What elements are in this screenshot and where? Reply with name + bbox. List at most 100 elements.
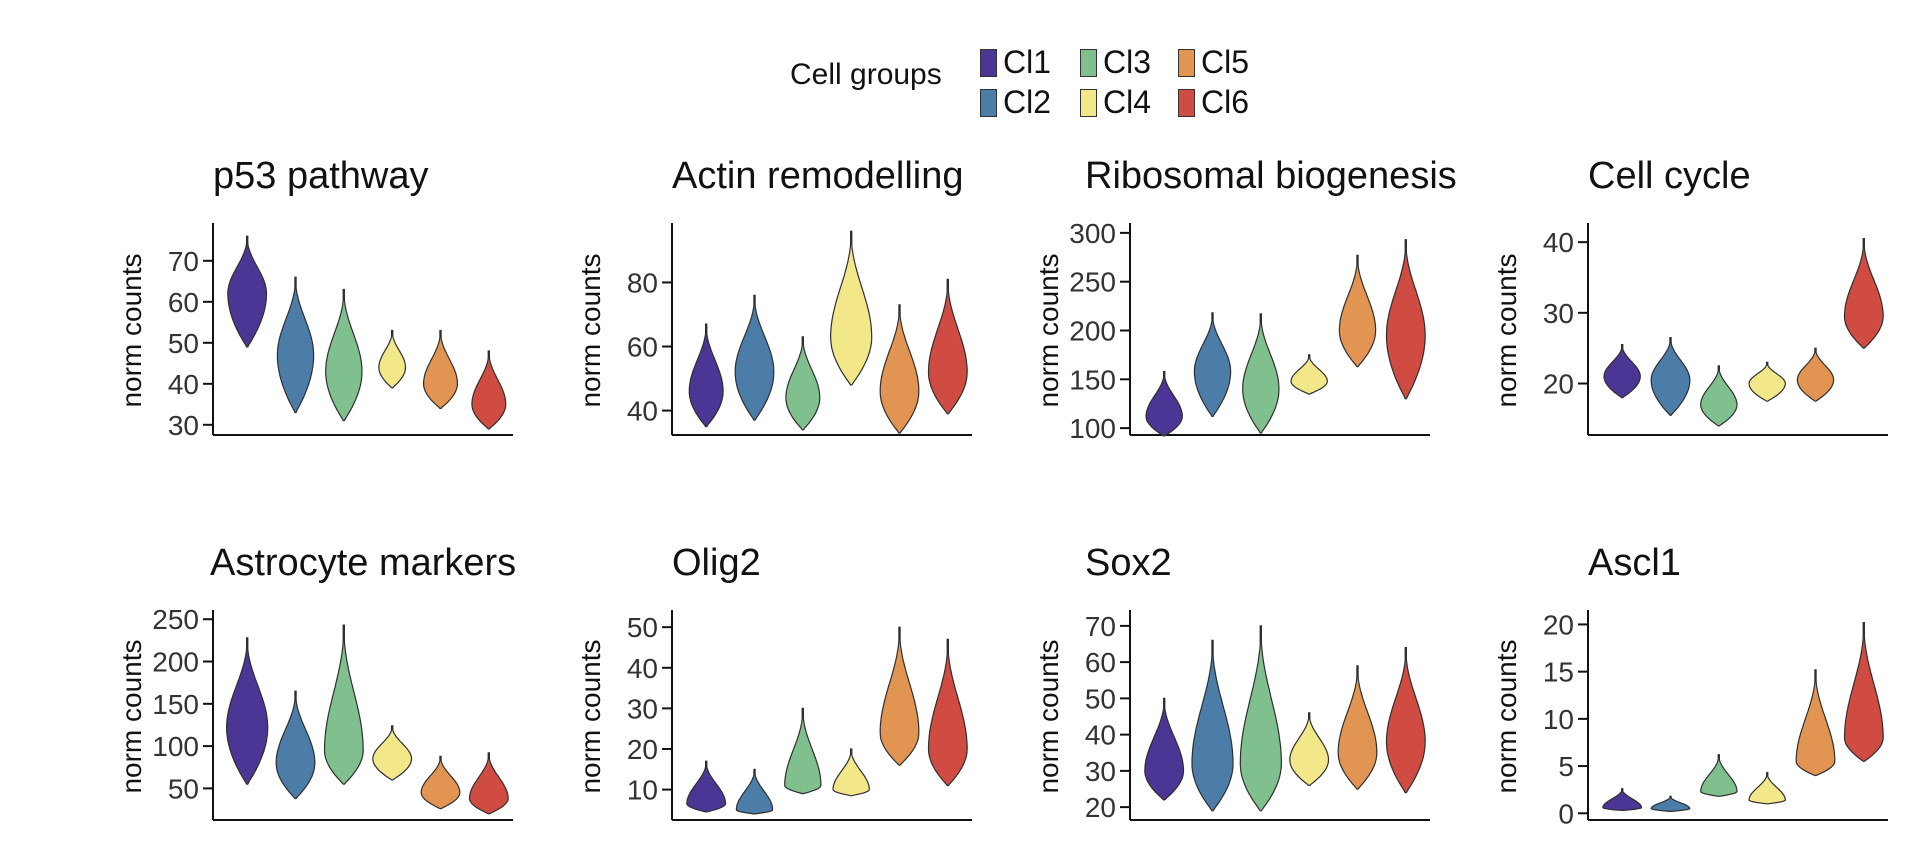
- y-tick-label: 30: [627, 693, 658, 724]
- y-tick-label: 250: [1069, 267, 1116, 298]
- violin-panel: Sox2 20 30 40 50 60 70 norm counts: [1033, 542, 1430, 823]
- violin-cl5: [879, 304, 920, 434]
- violin-panel: Actin remodelling 40 60 80 norm counts: [575, 155, 972, 436]
- legend: Cell groups Cl1 Cl2 Cl3 Cl4 Cl5 Cl6: [790, 40, 1270, 120]
- legend-swatch: [1178, 48, 1195, 77]
- violin-panel: p53 pathway 30 40 50 60 70 norm counts: [116, 155, 513, 441]
- violin-panel: Ascl1 0 5 10 15 20 norm counts: [1491, 542, 1888, 829]
- y-tick-label: 50: [627, 612, 658, 643]
- y-tick-label: 40: [1543, 227, 1574, 258]
- violin-cl1: [686, 760, 727, 813]
- y-tick-label: 200: [152, 647, 199, 678]
- violin-cl6: [471, 350, 507, 430]
- panel-title: Ascl1: [1588, 542, 1681, 584]
- y-tick-label: 10: [627, 775, 658, 806]
- violin-cl5: [423, 329, 458, 409]
- y-axis-label: norm counts: [116, 639, 147, 793]
- y-tick-label: 150: [152, 689, 199, 720]
- legend-label: Cl4: [1103, 84, 1152, 120]
- violin-cl6: [1843, 622, 1884, 762]
- violin-cl5: [1338, 254, 1377, 368]
- legend-swatch: [1080, 88, 1097, 117]
- y-tick-label: 0: [1558, 798, 1574, 829]
- violin-cl2: [1650, 795, 1691, 812]
- violin-cl2: [1193, 312, 1232, 417]
- violin-cl3: [784, 707, 822, 795]
- violin-cl3: [325, 288, 363, 422]
- y-tick-label: 15: [1543, 657, 1574, 688]
- violin-cl5: [1795, 669, 1836, 777]
- legend-item-cl5: Cl5: [1178, 44, 1249, 81]
- y-axis-label: norm counts: [1033, 639, 1064, 793]
- y-tick-label: 30: [168, 410, 199, 441]
- y-tick-label: 20: [1543, 369, 1574, 400]
- y-tick-label: 30: [1085, 756, 1116, 787]
- y-tick-label: 30: [1543, 298, 1574, 329]
- violin-cl4: [829, 230, 873, 386]
- y-axis-label: norm counts: [1491, 253, 1522, 407]
- y-tick-label: 80: [627, 267, 658, 298]
- violin-cl6: [927, 638, 968, 787]
- legend-item-cl4: Cl4: [1080, 84, 1151, 121]
- violin-cl1: [226, 637, 269, 785]
- panel-title: Sox2: [1085, 542, 1172, 584]
- violin-cl1: [1602, 788, 1643, 811]
- legend-label: Cl1: [1003, 44, 1052, 80]
- y-tick-label: 20: [1543, 609, 1574, 640]
- violin-cl2: [735, 768, 774, 815]
- violin-cl3: [1242, 313, 1280, 434]
- y-tick-label: 40: [1085, 720, 1116, 751]
- violin-cl2: [1191, 639, 1234, 812]
- y-tick-label: 60: [627, 332, 658, 363]
- legend-label: Cl3: [1103, 44, 1152, 80]
- violin-cl3: [785, 336, 821, 431]
- legend-label: Cl5: [1201, 44, 1250, 80]
- legend-label: Cl2: [1003, 84, 1052, 120]
- legend-item-cl3: Cl3: [1080, 44, 1151, 81]
- violin-cl6: [1385, 647, 1426, 794]
- y-tick-label: 100: [1069, 413, 1116, 444]
- violin-cl5: [879, 626, 920, 766]
- violin-cl4: [1748, 361, 1786, 402]
- violin-cl4: [378, 329, 407, 389]
- y-axis-label: norm counts: [116, 253, 147, 407]
- violin-cl1: [688, 323, 724, 428]
- panel-title: Actin remodelling: [672, 155, 963, 197]
- y-tick-label: 50: [168, 773, 199, 804]
- legend-swatch: [980, 48, 997, 77]
- y-tick-label: 70: [168, 246, 199, 277]
- violin-cl3: [323, 624, 364, 785]
- violin-cl1: [1145, 370, 1183, 437]
- violin-cl3: [1700, 754, 1738, 797]
- y-tick-label: 5: [1558, 751, 1574, 782]
- violin-cl6: [927, 278, 968, 415]
- violin-cl5: [1796, 347, 1835, 402]
- legend-title: Cell groups: [790, 58, 942, 91]
- y-tick-label: 40: [627, 396, 658, 427]
- violin-cl4: [832, 748, 870, 797]
- legend-swatch: [980, 88, 997, 117]
- violin-panel: Cell cycle 20 30 40 norm counts: [1491, 155, 1888, 436]
- y-tick-label: 100: [152, 731, 199, 762]
- violin-cl5: [1337, 665, 1378, 790]
- violin-cl1: [227, 235, 268, 348]
- y-tick-label: 40: [627, 653, 658, 684]
- y-tick-label: 20: [1085, 792, 1116, 823]
- y-tick-label: 60: [1085, 647, 1116, 678]
- panel-title: Astrocyte markers: [210, 542, 516, 584]
- panel-title: Cell cycle: [1588, 155, 1751, 197]
- violin-cl2: [275, 690, 316, 800]
- violin-cl3: [1700, 365, 1738, 427]
- y-tick-label: 300: [1069, 218, 1116, 249]
- y-tick-label: 50: [168, 328, 199, 359]
- y-axis-label: norm counts: [575, 639, 606, 793]
- legend-item-cl2: Cl2: [980, 84, 1051, 121]
- y-tick-label: 200: [1069, 316, 1116, 347]
- y-axis-label: norm counts: [575, 253, 606, 407]
- violin-panel: Olig2 10 20 30 40 50 norm counts: [575, 542, 972, 821]
- panel-title: Ribosomal biogenesis: [1085, 155, 1457, 197]
- violin-cl2: [734, 294, 775, 421]
- y-tick-label: 150: [1069, 364, 1116, 395]
- violin-cl6: [1843, 238, 1884, 349]
